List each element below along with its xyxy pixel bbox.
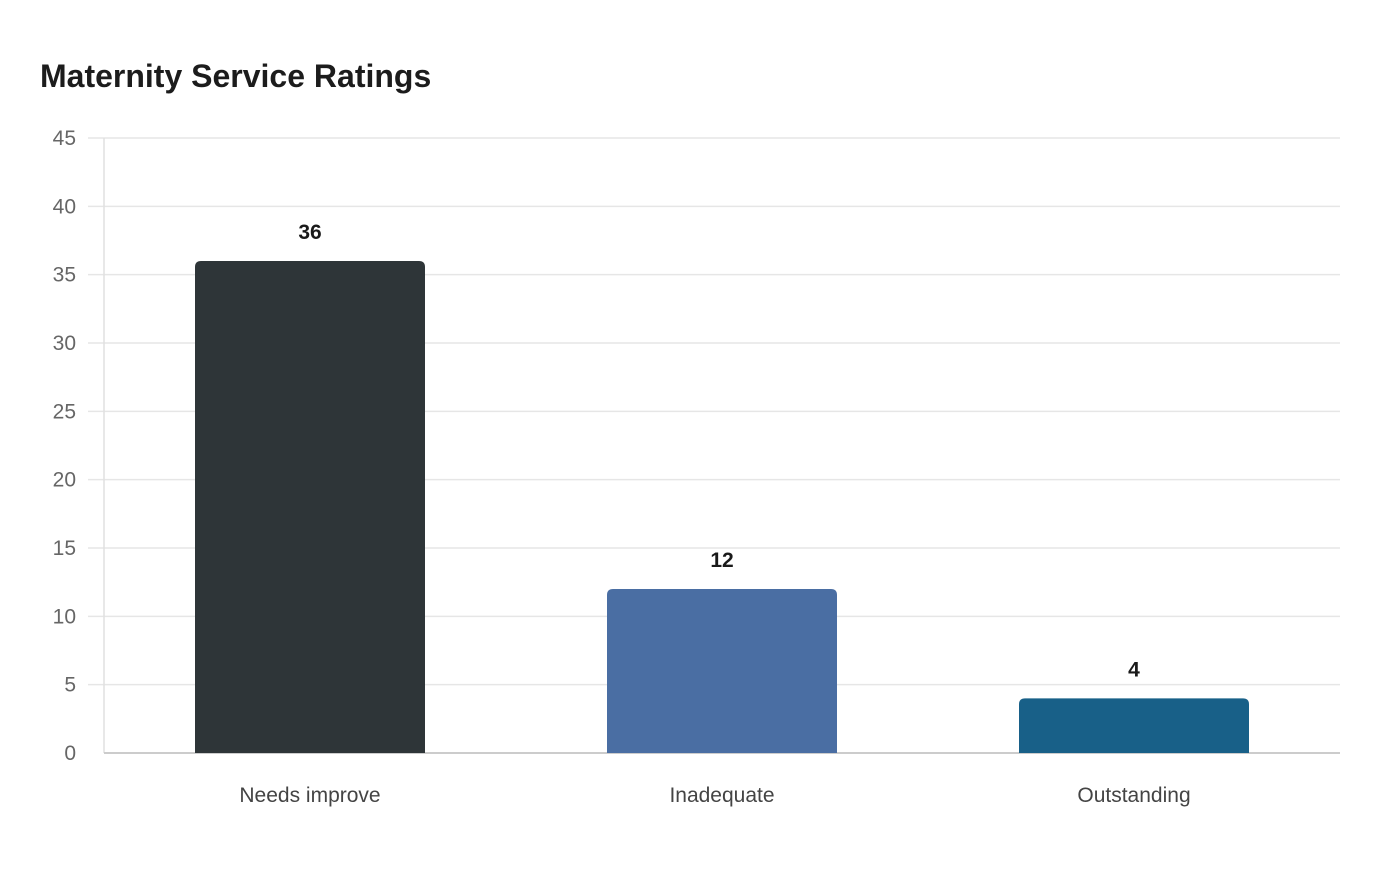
- data-label: 12: [710, 549, 733, 572]
- bar: [195, 261, 425, 753]
- data-label: 36: [298, 221, 321, 244]
- y-tick-label: 40: [53, 195, 76, 218]
- data-label: 4: [1128, 658, 1140, 681]
- y-axis-ticks: 0 5 10 15 20 25 30 35 40 45: [53, 127, 76, 765]
- y-tick-label: 35: [53, 264, 76, 287]
- y-tick-label: 45: [53, 127, 76, 150]
- y-tick-label: 5: [64, 674, 76, 697]
- y-tick-label: 10: [53, 605, 76, 628]
- y-tick-label: 25: [53, 400, 76, 423]
- data-labels: 36 12 4: [298, 221, 1140, 681]
- y-tick-label: 15: [53, 537, 76, 560]
- bars: [195, 261, 1249, 753]
- x-category-label: Outstanding: [1077, 784, 1190, 807]
- x-category-label: Needs improve: [239, 784, 380, 807]
- chart-title: Maternity Service Ratings: [40, 58, 432, 94]
- y-tick-label: 20: [53, 469, 76, 492]
- y-tick-label: 30: [53, 332, 76, 355]
- y-tick-label: 0: [64, 742, 76, 765]
- x-axis-categories: Needs improve Inadequate Outstanding: [239, 784, 1190, 807]
- bar: [1019, 698, 1249, 753]
- x-category-label: Inadequate: [669, 784, 774, 807]
- bar: [607, 589, 837, 753]
